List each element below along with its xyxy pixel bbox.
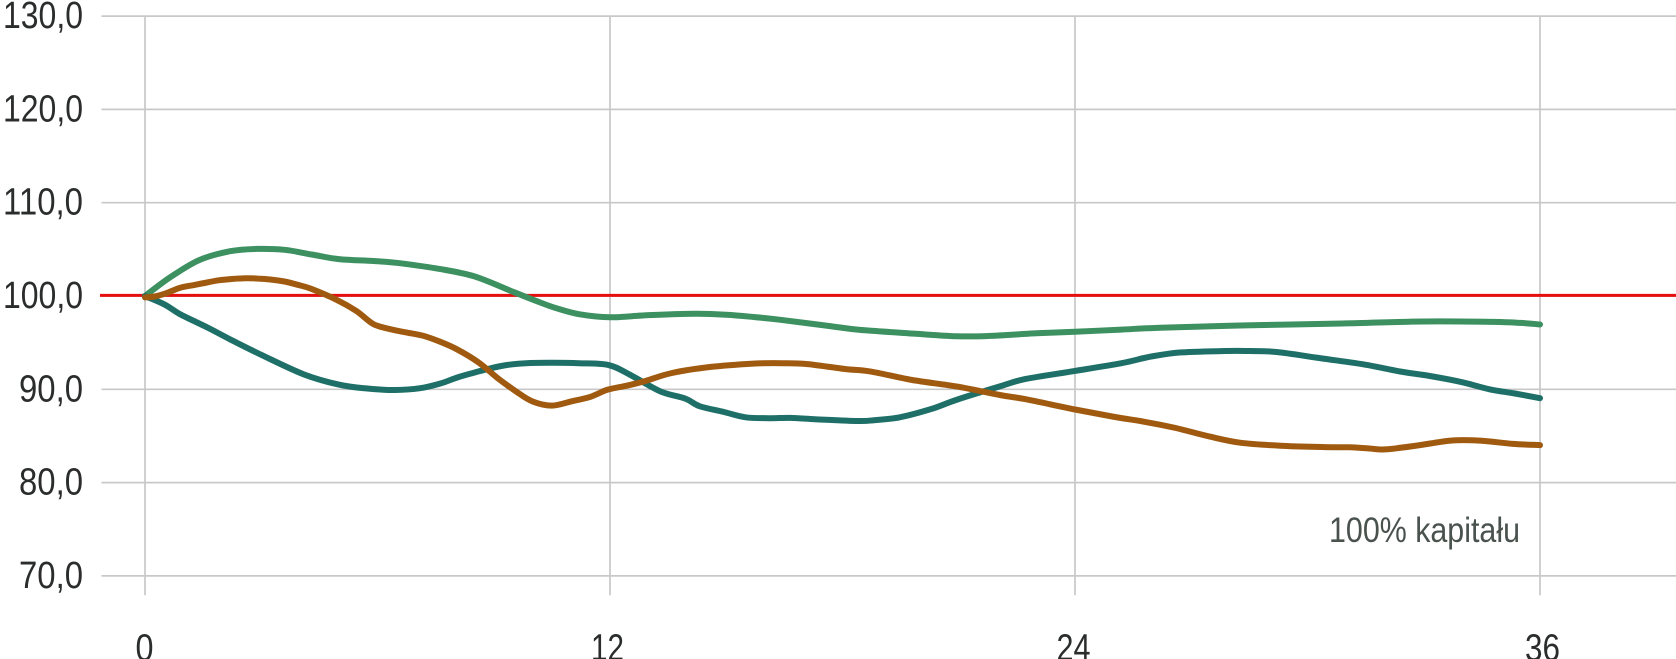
svg-text:0: 0: [136, 628, 154, 659]
svg-text:12: 12: [591, 628, 624, 659]
svg-text:80,0: 80,0: [19, 462, 83, 504]
svg-text:110,0: 110,0: [3, 182, 83, 224]
svg-text:90,0: 90,0: [19, 368, 83, 410]
svg-text:36: 36: [1525, 628, 1560, 659]
svg-text:70,0: 70,0: [19, 555, 83, 597]
svg-text:130,0: 130,0: [3, 0, 83, 37]
svg-text:120,0: 120,0: [3, 88, 83, 130]
svg-text:100% kapitału: 100% kapitału: [1329, 511, 1520, 550]
svg-text:24: 24: [1057, 628, 1091, 659]
svg-text:100,0: 100,0: [3, 275, 83, 317]
